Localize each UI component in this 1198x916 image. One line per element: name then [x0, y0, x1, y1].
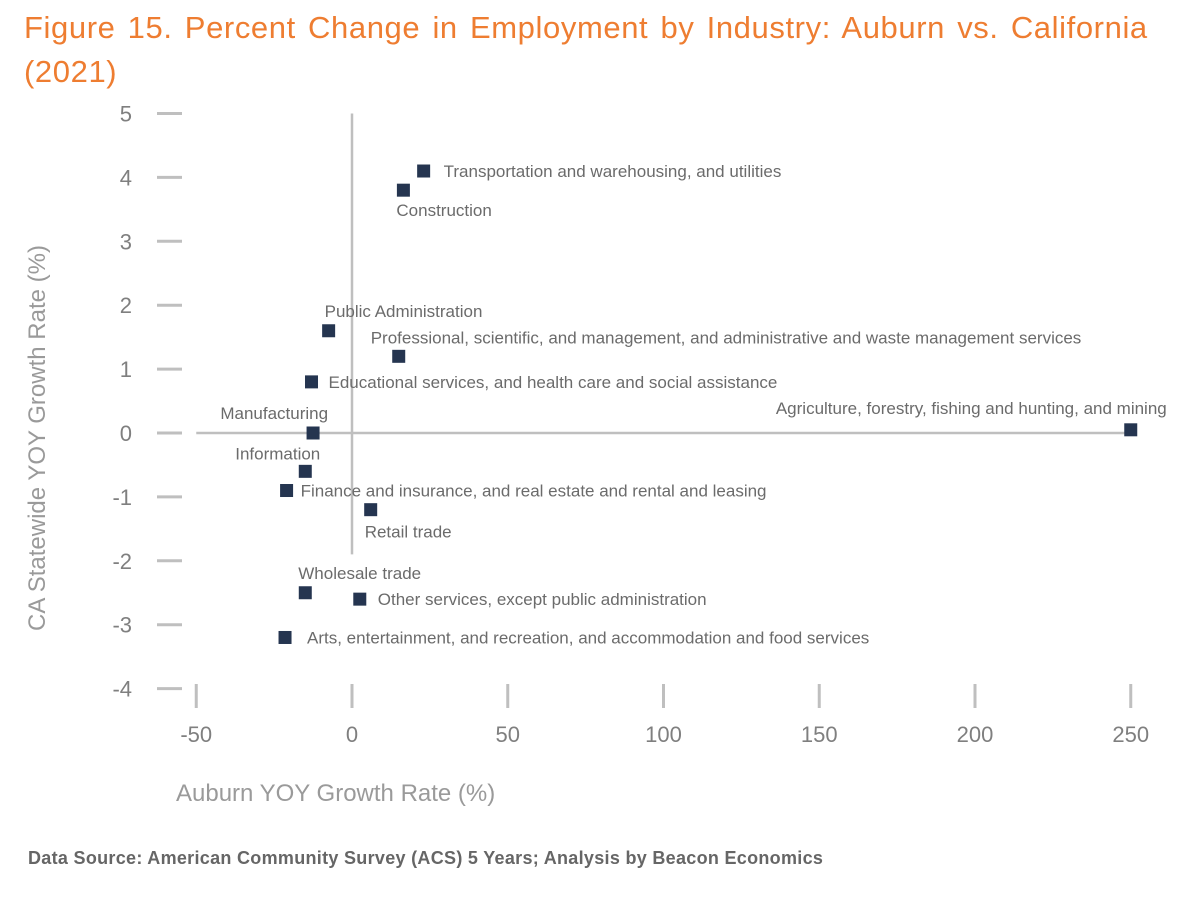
data-point-label: Retail trade [365, 523, 452, 542]
y-tick-label: 5 [120, 102, 132, 127]
y-tick-label: -2 [112, 549, 132, 574]
x-tick-label: 0 [346, 722, 358, 747]
y-tick-label: 0 [120, 421, 132, 446]
x-tick-label: 250 [1112, 722, 1149, 747]
y-tick-label: 4 [120, 165, 132, 190]
data-source-note: Data Source: American Community Survey (… [28, 848, 824, 868]
data-point-label: Information [235, 444, 320, 463]
y-tick-label: -4 [112, 677, 132, 702]
x-tick-label: 100 [645, 722, 682, 747]
data-point-marker [278, 630, 292, 644]
data-point-marker [392, 349, 406, 363]
y-tick-label: 2 [120, 293, 132, 318]
data-point-marker [305, 375, 319, 389]
data-point-label: Professional, scientific, and management… [371, 328, 1082, 347]
data-point-marker [322, 324, 336, 338]
data-point-marker [353, 592, 367, 606]
data-point-label: Construction [396, 201, 491, 220]
data-point-label: Other services, except public administra… [378, 590, 707, 609]
data-point-marker [298, 586, 312, 600]
x-tick-label: 50 [496, 722, 520, 747]
y-tick-label: -1 [112, 485, 132, 510]
y-tick-label: 1 [120, 357, 132, 382]
data-point-marker [298, 464, 312, 478]
data-point-label: Educational services, and health care an… [329, 373, 778, 392]
data-point-marker [417, 164, 431, 178]
x-tick-label: 150 [801, 722, 838, 747]
data-point-marker [364, 503, 378, 517]
data-point-label: Agriculture, forestry, fishing and hunti… [776, 399, 1167, 418]
y-tick-label: -3 [112, 613, 132, 638]
data-point-marker [280, 484, 294, 498]
x-axis-label: Auburn YOY Growth Rate (%) [176, 780, 496, 807]
chart-title: Figure 15. Percent Change in Employment … [24, 10, 1148, 89]
data-point-label: Finance and insurance, and real estate a… [301, 482, 767, 501]
x-tick-label: 200 [957, 722, 994, 747]
data-point-marker [1124, 423, 1138, 437]
data-point-marker [306, 426, 320, 440]
x-tick-label: -50 [180, 722, 212, 747]
data-point-label: Transportation and warehousing, and util… [444, 162, 782, 181]
data-point-label: Wholesale trade [298, 564, 421, 583]
data-point-marker [396, 183, 410, 197]
y-tick-label: 3 [120, 229, 132, 254]
data-point-label: Public Administration [325, 302, 483, 321]
data-point-label: Manufacturing [220, 404, 328, 423]
data-point-label: Arts, entertainment, and recreation, and… [307, 628, 869, 647]
